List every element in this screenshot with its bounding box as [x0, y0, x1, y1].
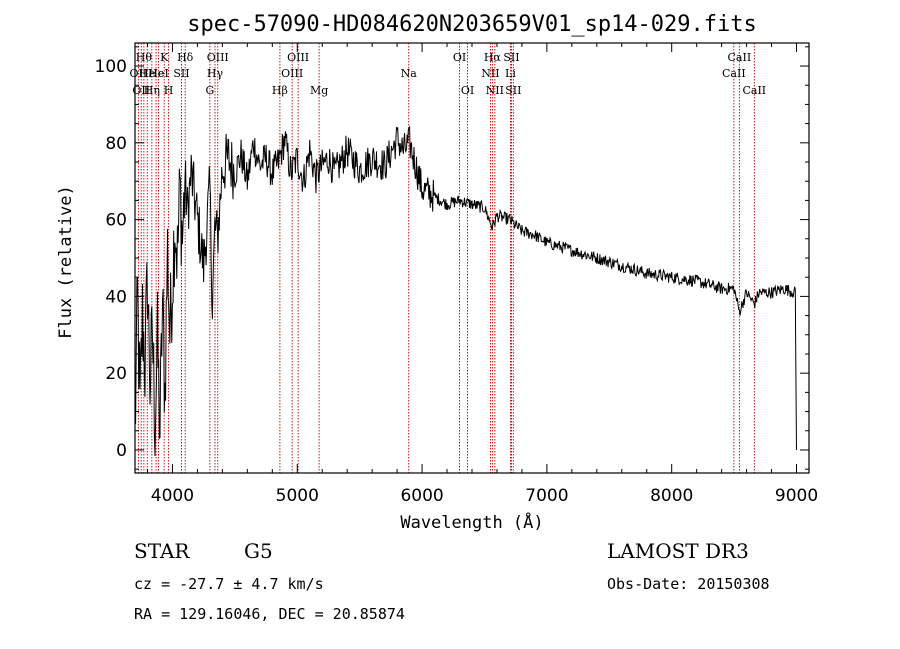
line-marker-label: OI	[453, 51, 466, 64]
line-marker-label: NII	[486, 84, 504, 97]
y-tick-label: 60	[105, 211, 127, 231]
line-marker-label: SII	[505, 84, 521, 97]
x-tick-label: 8000	[650, 486, 693, 506]
object-class: STAR	[134, 539, 190, 563]
x-tick-label: 7000	[525, 486, 568, 506]
line-marker-label: Hβ	[272, 84, 288, 97]
line-marker-label: He	[148, 67, 164, 80]
x-tick-label: 6000	[400, 486, 443, 506]
line-marker-label: OII	[130, 67, 148, 80]
obs-date: Obs-Date: 20150308	[607, 575, 770, 593]
line-marker-label: Hα	[484, 51, 502, 64]
survey-name: LAMOST DR3	[607, 539, 749, 563]
line-marker-label: G	[205, 84, 214, 97]
line-marker-label: Mg	[310, 84, 328, 97]
ticks-layer: 4000 5000 6000 7000 8000 9000 0 20 40 60 80 100	[95, 43, 818, 506]
y-tick-label: 0	[116, 441, 127, 461]
x-tick-label: 9000	[775, 486, 818, 506]
line-marker-label: OIII	[207, 51, 229, 64]
line-marker-label: SII	[173, 67, 189, 80]
line-marker-label: OI	[461, 84, 474, 97]
line-marker-label: OIII	[281, 67, 303, 80]
line-marker-label: He	[139, 67, 155, 80]
line-marker-label: HeI	[148, 67, 168, 80]
line-marker-label: Hδ	[177, 51, 194, 64]
y-tick-label: 20	[105, 364, 127, 384]
line-marker-label: CaII	[728, 51, 752, 64]
y-tick-label: 40	[105, 287, 127, 307]
line-markers-layer	[137, 43, 755, 473]
line-marker-label: Hη	[144, 84, 160, 97]
line-marker-label: Hγ	[207, 67, 224, 80]
line-marker-label: Na	[401, 67, 418, 80]
line-marker-label: OIII	[287, 51, 309, 64]
object-subclass: G5	[244, 539, 273, 563]
y-tick-label: 100	[95, 57, 127, 77]
line-marker-label: K	[160, 51, 169, 64]
x-tick-label: 5000	[276, 486, 319, 506]
y-axis-label: Flux (relative)	[56, 185, 76, 339]
x-tick-label: 4000	[151, 486, 194, 506]
plot-frame	[134, 42, 810, 474]
line-marker-label: CaII	[742, 84, 766, 97]
y-tick-label: 80	[105, 134, 127, 154]
line-marker-label: NII	[481, 67, 499, 80]
coordinates: RA = 129.16046, DEC = 20.85874	[134, 605, 405, 623]
line-marker-label: SII	[503, 51, 519, 64]
velocity-readout: cz = -27.7 ± 4.7 km/s	[134, 575, 324, 593]
line-marker-label: H	[164, 84, 174, 97]
line-marker-label: OII	[132, 84, 150, 97]
spectrum-series-flux	[134, 125, 797, 457]
chart-title: spec-57090-HD084620N203659V01_sp14-029.f…	[187, 12, 757, 37]
line-marker-label: Hθ	[136, 51, 153, 64]
spectrum-layer	[134, 125, 797, 457]
x-axis-label: Wavelength (Å)	[400, 511, 543, 533]
line-marker-label: Li	[505, 67, 516, 80]
line-marker-label: CaII	[722, 67, 746, 80]
